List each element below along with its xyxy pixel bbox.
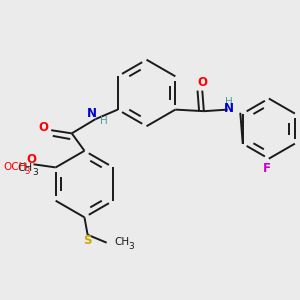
Text: 3: 3 [32,168,38,177]
Text: H: H [225,97,233,107]
Text: O: O [26,153,36,166]
Text: H: H [100,116,107,126]
Text: 3: 3 [24,167,29,176]
Text: N: N [87,107,98,120]
Text: 3: 3 [128,242,134,251]
Text: CH: CH [115,237,130,247]
Text: O: O [38,121,48,134]
Text: OCH: OCH [3,162,26,172]
Text: S: S [83,234,92,247]
Text: CH: CH [17,163,32,173]
Text: F: F [263,162,271,175]
Text: O: O [197,76,207,89]
Text: N: N [224,102,234,115]
